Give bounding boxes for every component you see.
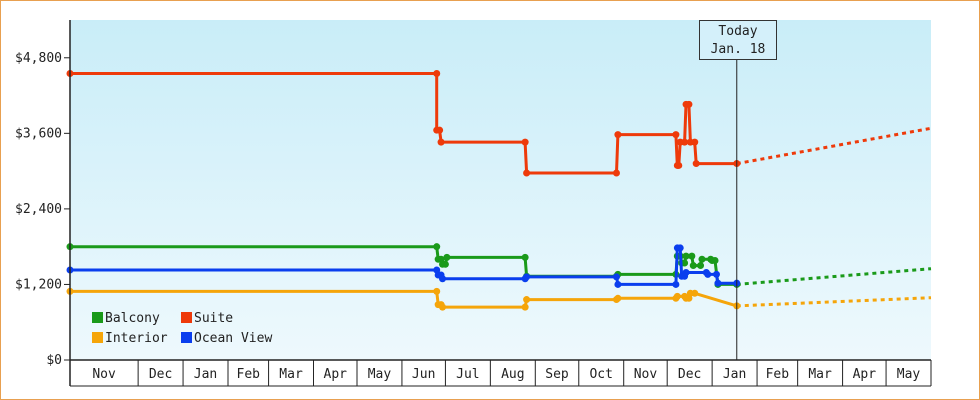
data-point-suite	[433, 70, 441, 78]
today-label-box: Today Jan. 18	[699, 20, 777, 60]
today-label: Today	[718, 24, 758, 39]
series-ocean-view	[66, 244, 741, 288]
data-point-suite	[681, 138, 689, 146]
month-label: Apr	[324, 367, 348, 382]
month-label: Jan	[723, 367, 746, 382]
today-date: Jan. 18	[710, 42, 766, 57]
legend: Balcony Suite Interior Ocean View	[92, 310, 302, 352]
data-point-suite	[436, 126, 444, 134]
data-point-suite	[691, 138, 699, 146]
data-point-interior	[521, 303, 529, 311]
legend-label-suite: Suite	[194, 311, 234, 326]
data-point-suite	[692, 160, 700, 168]
month-label: Feb	[766, 367, 790, 382]
legend-label-interior: Interior	[105, 331, 168, 346]
month-label: May	[368, 367, 392, 382]
data-point-balcony	[681, 259, 689, 267]
month-label: Jun	[412, 367, 435, 382]
data-point-ocean-view	[682, 268, 690, 276]
y-tick-label: $0	[46, 353, 62, 368]
data-point-balcony	[688, 252, 696, 260]
data-point-ocean-view	[714, 279, 722, 287]
data-point-ocean-view	[672, 280, 680, 288]
data-point-ocean-view	[439, 275, 447, 283]
legend-item-balcony: Balcony	[92, 310, 160, 328]
month-label: Mar	[279, 367, 303, 382]
data-point-balcony	[521, 253, 529, 261]
series-interior	[66, 287, 741, 311]
month-label: Oct	[589, 367, 612, 382]
data-point-suite	[685, 100, 693, 108]
data-point-suite	[672, 131, 680, 139]
month-label: Dec	[149, 367, 172, 382]
data-point-ocean-view	[712, 270, 720, 278]
data-point-interior	[614, 294, 622, 302]
axes	[69, 20, 931, 387]
data-point-suite	[437, 138, 445, 146]
y-tick-label: $3,600	[15, 126, 62, 141]
month-label: Mar	[808, 367, 832, 382]
data-point-interior	[439, 303, 447, 311]
data-point-ocean-view	[704, 270, 712, 278]
forecast-line-balcony	[736, 267, 932, 286]
data-point-balcony	[689, 262, 697, 270]
series-lines	[66, 70, 741, 311]
plot-area	[70, 20, 931, 360]
data-point-interior	[691, 289, 699, 297]
legend-item-interior: Interior	[92, 330, 168, 348]
y-tick-label: $2,400	[15, 202, 62, 217]
data-point-interior	[433, 287, 441, 295]
data-point-ocean-view	[523, 273, 531, 281]
data-point-interior	[523, 296, 531, 304]
month-label: Jan	[194, 367, 217, 382]
month-label: Dec	[678, 367, 701, 382]
data-point-suite	[523, 169, 531, 177]
legend-label-ocean-view: Ocean View	[194, 331, 273, 346]
month-label: Nov	[634, 367, 658, 382]
month-label: Feb	[237, 367, 261, 382]
legend-swatch-interior	[92, 332, 103, 343]
data-point-balcony	[433, 243, 441, 251]
data-point-suite	[521, 138, 529, 146]
forecast-line-interior	[736, 296, 932, 308]
month-label: Apr	[853, 367, 877, 382]
legend-swatch-ocean-view	[181, 332, 192, 343]
data-point-ocean-view	[614, 280, 622, 288]
forecast-line-suite	[736, 126, 932, 166]
month-label: Aug	[501, 367, 524, 382]
y-tick-label: $4,800	[15, 51, 62, 66]
data-point-balcony	[443, 253, 451, 261]
data-point-balcony	[441, 260, 449, 268]
data-point-ocean-view	[676, 244, 684, 252]
legend-swatch-suite	[181, 312, 192, 323]
data-point-balcony	[682, 252, 690, 260]
data-point-suite	[675, 161, 683, 169]
y-axis-ticks: $0 $1,200 $2,400 $3,600 $4,800	[15, 51, 70, 368]
y-tick-label: $1,200	[15, 277, 62, 292]
data-point-ocean-view	[612, 273, 620, 281]
data-point-suite	[614, 131, 622, 139]
month-label: Sep	[545, 367, 569, 382]
data-point-balcony	[711, 257, 719, 265]
data-point-interior	[673, 292, 681, 300]
data-point-balcony	[698, 255, 706, 263]
x-axis-months: Nov Dec Jan Feb Mar Apr May Jun Jul Aug Sep Oct Nov D…	[69, 360, 932, 386]
legend-label-balcony: Balcony	[105, 311, 160, 326]
forecast-lines	[736, 126, 932, 308]
legend-swatch-balcony	[92, 312, 103, 323]
month-label: Nov	[92, 367, 116, 382]
data-point-suite	[612, 169, 620, 177]
month-label: Jul	[456, 367, 479, 382]
data-point-balcony	[697, 262, 705, 270]
legend-item-ocean-view: Ocean View	[181, 330, 272, 348]
legend-item-suite: Suite	[181, 310, 233, 328]
month-label: May	[897, 367, 921, 382]
